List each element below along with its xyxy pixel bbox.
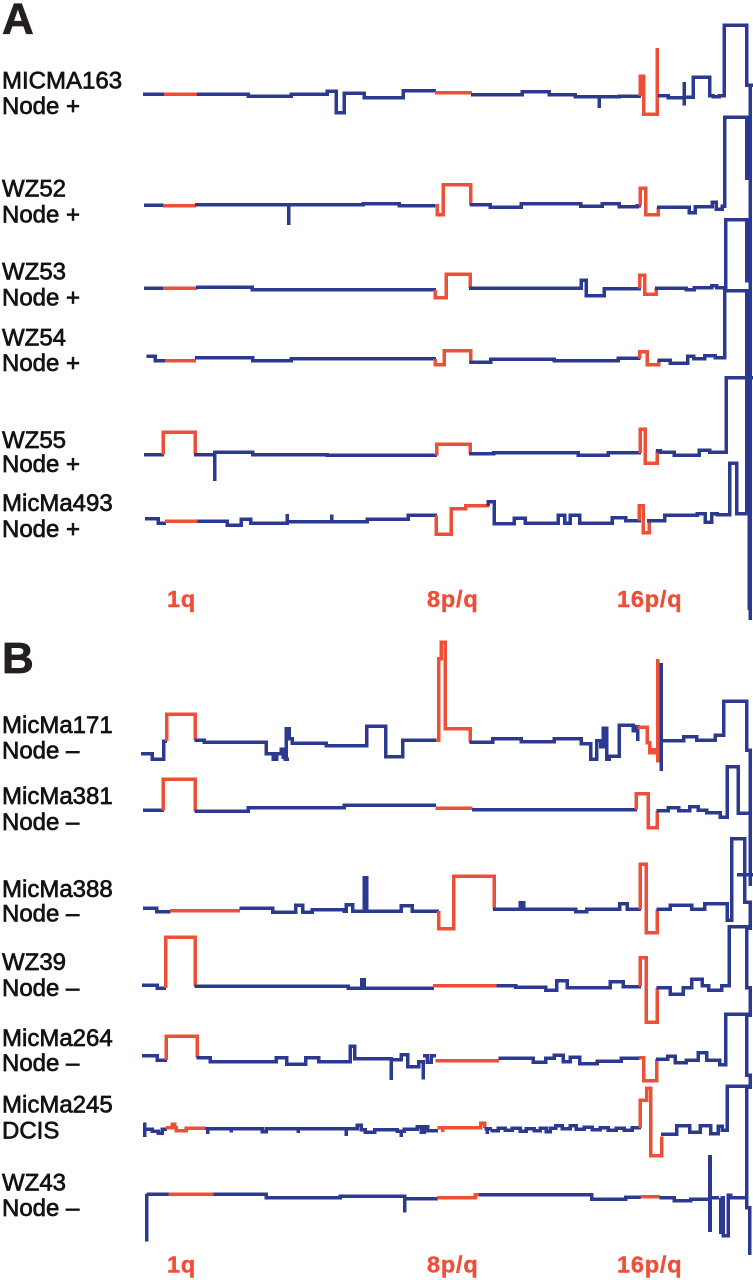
svg-text:16p/q: 16p/q xyxy=(617,1252,682,1278)
svg-text:Node +: Node + xyxy=(2,516,80,543)
svg-text:8p/q: 8p/q xyxy=(427,1252,479,1278)
svg-text:1q: 1q xyxy=(167,1252,196,1278)
svg-text:Node +: Node + xyxy=(2,350,80,377)
svg-text:WZ43: WZ43 xyxy=(2,1170,66,1197)
svg-text:MicMa245: MicMa245 xyxy=(2,1092,113,1119)
svg-text:Node +: Node + xyxy=(2,285,80,312)
svg-text:Node –: Node – xyxy=(2,975,80,1002)
svg-text:B: B xyxy=(2,634,34,683)
svg-text:MICMA163: MICMA163 xyxy=(2,68,122,95)
svg-text:Node +: Node + xyxy=(2,202,80,229)
svg-text:MicMa171: MicMa171 xyxy=(2,712,113,739)
svg-text:16p/q: 16p/q xyxy=(617,586,682,612)
svg-text:Node –: Node – xyxy=(2,809,80,836)
svg-text:WZ53: WZ53 xyxy=(2,259,66,286)
svg-text:Node –: Node – xyxy=(2,738,80,765)
svg-text:WZ52: WZ52 xyxy=(2,176,66,203)
svg-text:Node +: Node + xyxy=(2,451,80,478)
svg-text:MicMa381: MicMa381 xyxy=(2,783,113,810)
svg-text:MicMa388: MicMa388 xyxy=(2,876,113,903)
svg-text:Node –: Node – xyxy=(2,1195,80,1222)
svg-text:MicMa264: MicMa264 xyxy=(2,1025,113,1052)
svg-text:MicMa493: MicMa493 xyxy=(2,490,113,517)
svg-text:WZ55: WZ55 xyxy=(2,427,66,454)
svg-text:WZ54: WZ54 xyxy=(2,325,66,352)
svg-text:Node –: Node – xyxy=(2,1050,80,1077)
svg-text:A: A xyxy=(2,0,34,44)
svg-text:Node +: Node + xyxy=(2,93,80,120)
svg-text:1q: 1q xyxy=(167,586,196,612)
svg-text:WZ39: WZ39 xyxy=(2,949,66,976)
svg-text:DCIS: DCIS xyxy=(2,1118,59,1145)
svg-text:Node –: Node – xyxy=(2,901,80,928)
svg-text:8p/q: 8p/q xyxy=(427,586,479,612)
